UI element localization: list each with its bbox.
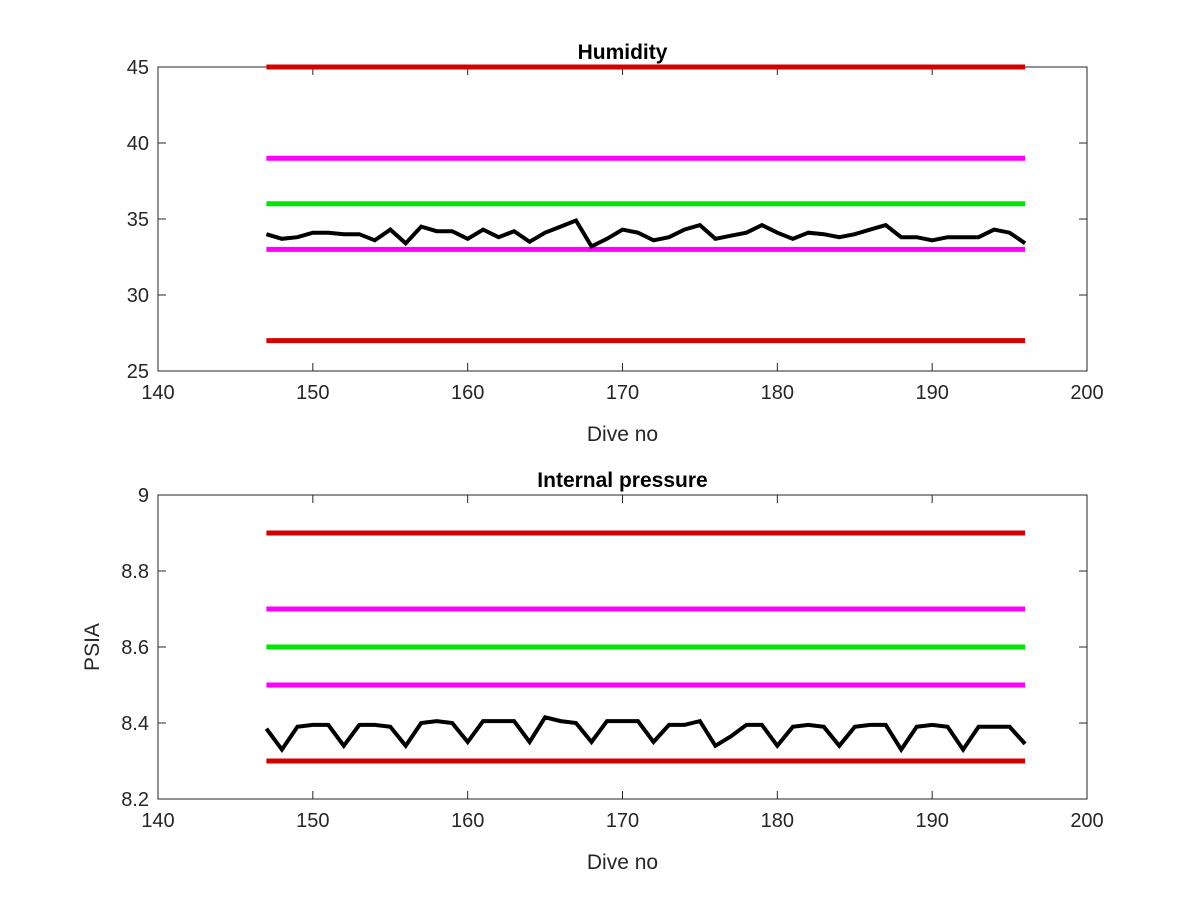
y-tick-label: 25 — [127, 361, 149, 383]
y-axis-label: PSIA — [81, 623, 104, 671]
y-tick-label: 8.6 — [121, 637, 149, 659]
chart-title: Humidity — [578, 41, 668, 64]
x-tick-label: 200 — [1070, 810, 1103, 832]
y-tick-label: 8.2 — [121, 789, 149, 811]
x-axis-label: Dive no — [587, 423, 658, 446]
x-tick-label: 200 — [1070, 382, 1103, 404]
x-tick-label: 170 — [606, 382, 639, 404]
y-tick-label: 45 — [127, 57, 149, 79]
y-tick-label: 8.4 — [121, 713, 149, 735]
x-tick-label: 190 — [915, 810, 948, 832]
figure: 140 150 160 170 180 190 200 25 30 35 40 45 Humidity D… — [0, 0, 1200, 900]
y-tick-label: 35 — [127, 209, 149, 231]
x-tick-label: 140 — [141, 382, 174, 404]
y-tick-label: 8.8 — [121, 561, 149, 583]
y-tick-label: 40 — [127, 133, 149, 155]
x-tick-label: 160 — [451, 810, 484, 832]
x-tick-label: 180 — [761, 382, 794, 404]
x-tick-label: 140 — [141, 810, 174, 832]
plot-area — [158, 67, 1087, 371]
y-tick-label: 30 — [127, 285, 149, 307]
x-axis-label: Dive no — [587, 851, 658, 874]
x-tick-label: 170 — [606, 810, 639, 832]
x-tick-label: 190 — [915, 382, 948, 404]
y-tick-label: 9 — [138, 485, 149, 507]
subplot-2: 140 150 160 170 180 190 200 8.2 8.4 8.6 8.8 9 Intern… — [81, 469, 1104, 874]
x-tick-label: 180 — [761, 810, 794, 832]
subplot-1: 140 150 160 170 180 190 200 25 30 35 40 45 Humidity D… — [127, 41, 1104, 446]
x-tick-label: 150 — [296, 382, 329, 404]
x-tick-label: 150 — [296, 810, 329, 832]
chart-title: Internal pressure — [537, 469, 707, 492]
x-tick-label: 160 — [451, 382, 484, 404]
